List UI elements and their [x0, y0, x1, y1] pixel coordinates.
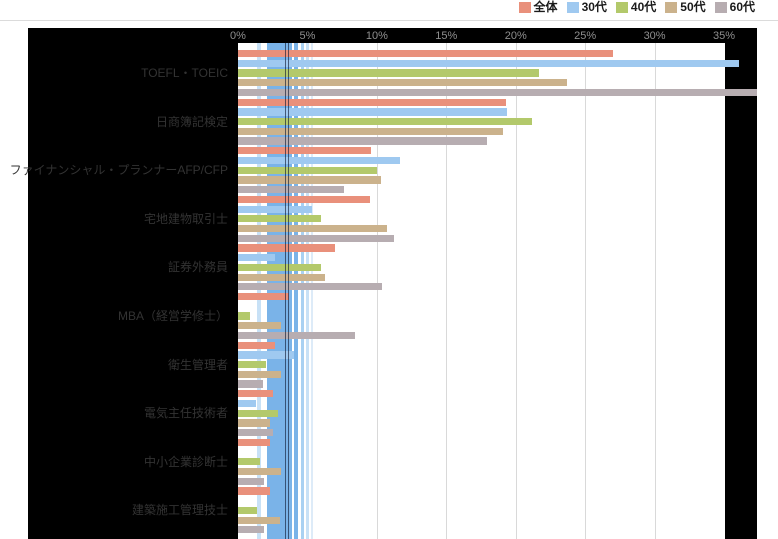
bar	[238, 69, 540, 77]
bar	[238, 467, 282, 476]
bar	[238, 156, 401, 165]
x-axis-tick-label: 0%	[230, 30, 246, 42]
legend-swatch	[665, 2, 678, 13]
category-label: TOEFL・TOEIC	[141, 66, 228, 80]
legend-swatch	[566, 2, 579, 13]
bar	[238, 458, 261, 466]
bar	[238, 331, 355, 340]
bar	[238, 438, 270, 447]
bar	[238, 341, 276, 349]
bar	[238, 127, 504, 135]
horizontal-divider	[0, 20, 778, 21]
bar	[238, 526, 265, 534]
chart-canvas: 0% 5% 10% 15% 20% 25% 30% 35% TOEFL・TOEIC 日商簿記検定フ…	[10, 28, 758, 539]
bar	[238, 59, 740, 67]
bar	[238, 88, 758, 97]
legend-label: 30代	[581, 0, 607, 14]
x-axis-tick-label: 30%	[643, 30, 666, 42]
legend-item: 50代	[665, 0, 706, 14]
gridline	[446, 43, 448, 539]
bar	[238, 118, 533, 126]
bar	[238, 516, 280, 524]
legend: 全体 30代 40代 50代 60代	[518, 0, 755, 14]
bar	[238, 409, 279, 417]
bar	[238, 263, 322, 272]
x-axis-tick-label: 15%	[435, 30, 458, 42]
bar	[238, 283, 383, 291]
category-label: 衛生管理者	[167, 357, 228, 372]
legend-swatch	[518, 2, 531, 13]
bar	[238, 108, 508, 116]
legend-label: 50代	[680, 0, 706, 14]
bar	[238, 224, 387, 233]
x-axis-tick-label: 35%	[712, 30, 736, 42]
bar	[238, 79, 568, 87]
bar	[238, 506, 258, 515]
bar	[238, 273, 326, 281]
legend-item: 60代	[714, 0, 755, 14]
x-axis-tick-label: 10%	[365, 30, 388, 42]
category-label: 証券外務員	[167, 260, 228, 275]
bar	[238, 477, 265, 485]
band-navy-line	[287, 43, 289, 539]
bar	[238, 215, 322, 223]
x-axis-tick-label: 25%	[574, 30, 597, 42]
bar	[238, 322, 282, 330]
gridline	[376, 43, 378, 539]
plot-area	[238, 43, 758, 539]
category-label: 日商簿記検定	[155, 114, 228, 129]
highlight-band-stripe	[301, 43, 304, 539]
gridline	[585, 43, 587, 539]
bar	[238, 244, 336, 252]
legend-swatch	[714, 2, 727, 13]
legend-item: 30代	[566, 0, 607, 14]
legend-item: 全体	[518, 0, 558, 14]
bar	[238, 487, 270, 495]
category-label: ファイナンシャル・プランナーAFP/CFP	[9, 163, 228, 178]
bar	[238, 205, 312, 213]
bar	[238, 419, 270, 427]
legend-swatch	[615, 2, 628, 13]
bar	[238, 361, 266, 369]
highlight-band-stripe	[311, 43, 313, 539]
gridline	[515, 43, 517, 539]
bar	[238, 166, 377, 174]
legend-item: 40代	[615, 0, 657, 14]
highlight-band-stripe	[294, 43, 298, 539]
highlight-band-stripe	[306, 43, 309, 539]
legend-label: 60代	[729, 0, 755, 14]
category-label: 建築施工管理技士	[131, 503, 228, 518]
legend-label: 40代	[630, 0, 657, 14]
bar	[238, 195, 370, 204]
bar	[238, 399, 257, 408]
bar	[238, 293, 290, 301]
bar	[238, 147, 372, 155]
bar	[238, 380, 263, 388]
bar	[238, 186, 344, 194]
category-label: 中小企業診断士	[143, 454, 228, 469]
category-label: 電気主任技術者	[143, 406, 228, 421]
bar	[238, 176, 382, 184]
bar	[238, 98, 506, 106]
bar	[238, 234, 394, 242]
category-label: MBA（経営学修士）	[117, 309, 228, 323]
highlight-band-stripe	[257, 43, 261, 539]
band-navy-line	[285, 43, 287, 539]
bar	[238, 370, 282, 378]
category-label: 宅地建物取引士	[143, 211, 228, 226]
legend-label: 全体	[533, 0, 558, 14]
bar	[238, 254, 276, 262]
gridline	[654, 43, 656, 539]
bar	[238, 351, 294, 359]
bar	[238, 390, 273, 398]
bar	[238, 429, 273, 437]
x-axis-tick-label: 5%	[299, 30, 316, 42]
bar	[238, 312, 251, 320]
bar	[238, 50, 613, 58]
x-axis-tick-label: 20%	[504, 30, 527, 42]
bar	[238, 137, 487, 145]
